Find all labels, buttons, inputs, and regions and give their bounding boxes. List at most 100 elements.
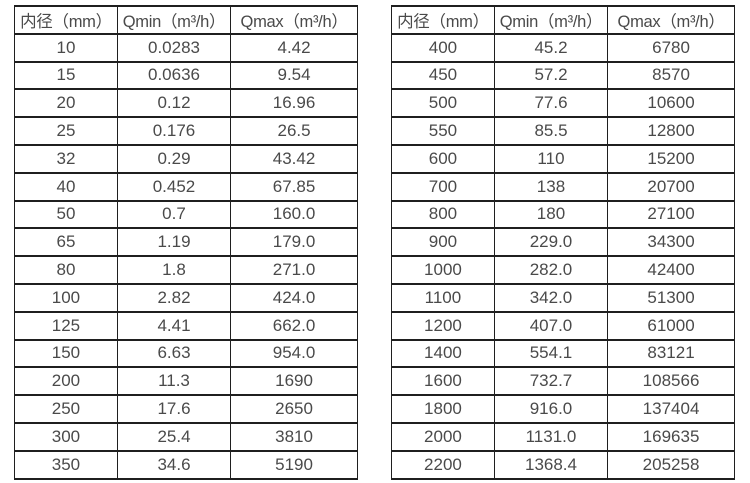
table-cell: 16.96 [230, 88, 358, 119]
table-cell: 61000 [607, 310, 735, 341]
table-cell: 20 [14, 88, 118, 119]
table-cell: 169635 [607, 421, 735, 452]
table-row: 2000 1131.0 169635 [391, 421, 735, 452]
table-cell: 0.29 [116, 143, 232, 174]
table-cell: 25 [14, 116, 118, 146]
table-row: 100 2.82 424.0 [14, 282, 358, 313]
table-cell: 900 [391, 227, 495, 258]
table-cell: 1100 [391, 282, 495, 313]
table-row: 80 1.8 271.0 [14, 255, 358, 285]
table-row: 1200 407.0 61000 [391, 310, 735, 341]
table-row: 800 180 27100 [391, 199, 735, 230]
table-cell: 2.82 [116, 282, 232, 313]
table-cell: 424.0 [230, 282, 358, 313]
table-cell: 65 [14, 227, 118, 258]
table-cell: 2650 [230, 394, 358, 424]
table-cell: 17.6 [116, 394, 232, 424]
table-cell: 32 [14, 143, 118, 174]
header-cell: Qmax（m³/h） [230, 5, 358, 35]
table-cell: 15 [14, 60, 118, 91]
table-cell: 137404 [607, 394, 735, 424]
table-cell: 732.7 [493, 366, 609, 397]
table-cell: 1131.0 [493, 421, 609, 452]
table-cell: 77.6 [493, 88, 609, 119]
table-cell: 400 [391, 32, 495, 63]
table-cell: 160.0 [230, 199, 358, 230]
table-cell: 4.42 [230, 32, 358, 63]
table-row: 250 17.6 2650 [14, 394, 358, 424]
table-row: 2200 1368.4 205258 [391, 449, 735, 480]
table-cell: 25.4 [116, 421, 232, 452]
header-cell: 内径（mm） [391, 5, 495, 35]
table-cell: 12800 [607, 116, 735, 146]
table-row: 150 6.63 954.0 [14, 338, 358, 369]
table-cell: 0.452 [116, 171, 232, 202]
flow-table-small-diameters: 内径（mm） Qmin（m³/h） Qmax（m³/h） 10 0.0283 4.42 1… [14, 5, 358, 480]
flow-table-large-diameters: 内径（mm） Qmin（m³/h） Qmax（m³/h） 400 45.2 6780 45… [391, 5, 735, 480]
table-row: 700 138 20700 [391, 171, 735, 202]
table-cell: 67.85 [230, 171, 358, 202]
table-cell: 407.0 [493, 310, 609, 341]
table-cell: 11.3 [116, 366, 232, 397]
table-row: 900 229.0 34300 [391, 227, 735, 258]
table-cell: 45.2 [493, 32, 609, 63]
table-row: 40 0.452 67.85 [14, 171, 358, 202]
table-cell: 40 [14, 171, 118, 202]
table-cell: 954.0 [230, 338, 358, 369]
table-cell: 34300 [607, 227, 735, 258]
table-cell: 0.0636 [116, 60, 232, 91]
table-row: 400 45.2 6780 [391, 32, 735, 63]
header-cell: Qmin（m³/h） [493, 5, 609, 35]
flow-spec-tables-container: 内径（mm） Qmin（m³/h） Qmax（m³/h） 10 0.0283 4.42 1… [14, 5, 735, 480]
table-cell: 250 [14, 394, 118, 424]
table-row: 25 0.176 26.5 [14, 116, 358, 146]
table-cell: 179.0 [230, 227, 358, 258]
table-cell: 350 [14, 449, 118, 480]
table-cell: 0.12 [116, 88, 232, 119]
table-cell: 500 [391, 88, 495, 119]
table-cell: 125 [14, 310, 118, 341]
table-row: 125 4.41 662.0 [14, 310, 358, 341]
table-cell: 100 [14, 282, 118, 313]
table-cell: 180 [493, 199, 609, 230]
table-cell: 50 [14, 199, 118, 230]
table-cell: 200 [14, 366, 118, 397]
table-cell: 271.0 [230, 255, 358, 285]
table-cell: 6.63 [116, 338, 232, 369]
table-cell: 1.19 [116, 227, 232, 258]
table-row: 15 0.0636 9.54 [14, 60, 358, 91]
table-cell: 342.0 [493, 282, 609, 313]
table-cell: 205258 [607, 449, 735, 480]
table-cell: 300 [14, 421, 118, 452]
table-row: 500 77.6 10600 [391, 88, 735, 119]
table-row: 450 57.2 8570 [391, 60, 735, 91]
table-row: 50 0.7 160.0 [14, 199, 358, 230]
table-cell: 2200 [391, 449, 495, 480]
table-row: 600 110 15200 [391, 143, 735, 174]
table-cell: 43.42 [230, 143, 358, 174]
table-cell: 10600 [607, 88, 735, 119]
table-cell: 26.5 [230, 116, 358, 146]
table-cell: 0.176 [116, 116, 232, 146]
table-cell: 4.41 [116, 310, 232, 341]
table-cell: 1.8 [116, 255, 232, 285]
table-body: 400 45.2 6780 450 57.2 8570 500 77.6 10600 550 85.… [391, 32, 735, 480]
table-cell: 6780 [607, 32, 735, 63]
header-row: 内径（mm） Qmin（m³/h） Qmax（m³/h） [391, 5, 735, 35]
table-row: 350 34.6 5190 [14, 449, 358, 480]
table-row: 65 1.19 179.0 [14, 227, 358, 258]
table-cell: 138 [493, 171, 609, 202]
table-cell: 15200 [607, 143, 735, 174]
table-cell: 282.0 [493, 255, 609, 285]
table-row: 20 0.12 16.96 [14, 88, 358, 119]
table-cell: 10 [14, 32, 118, 63]
table-cell: 27100 [607, 199, 735, 230]
table-cell: 916.0 [493, 394, 609, 424]
table-row: 32 0.29 43.42 [14, 143, 358, 174]
table-row: 10 0.0283 4.42 [14, 32, 358, 63]
table-cell: 3810 [230, 421, 358, 452]
table-cell: 450 [391, 60, 495, 91]
table-cell: 1800 [391, 394, 495, 424]
table-cell: 554.1 [493, 338, 609, 369]
table-cell: 1600 [391, 366, 495, 397]
